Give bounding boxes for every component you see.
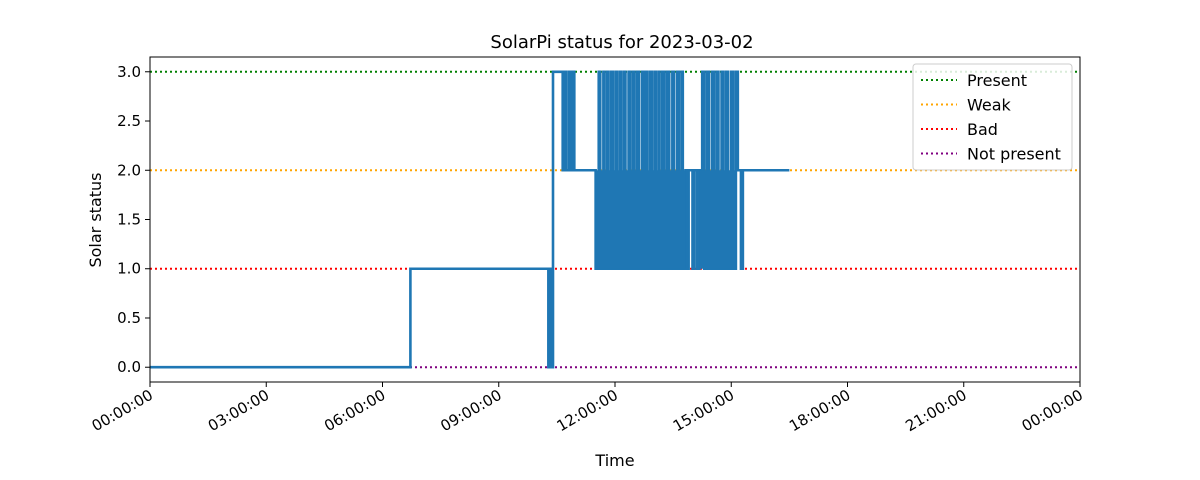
x-axis: 00:00:00 03:00:00 06:00:00 09:00:00 12:00:00… bbox=[89, 382, 1086, 435]
x-tick-label: 00:00:00 bbox=[1019, 386, 1086, 435]
y-axis: 0.0 0.5 1.0 1.5 2.0 2.5 3.0 bbox=[117, 63, 150, 376]
legend-label-present: Present bbox=[967, 71, 1027, 90]
dense-series-region-2 bbox=[699, 170, 736, 269]
y-tick-label: 0.0 bbox=[117, 358, 141, 376]
x-tick-label: 03:00:00 bbox=[205, 386, 272, 435]
x-tick-label: 06:00:00 bbox=[321, 386, 388, 435]
x-axis-label: Time bbox=[594, 451, 634, 470]
chart-title: SolarPi status for 2023-03-02 bbox=[490, 32, 753, 53]
legend-label-bad: Bad bbox=[967, 120, 998, 139]
y-tick-label: 1.0 bbox=[117, 260, 141, 278]
y-tick-label: 2.5 bbox=[117, 112, 141, 130]
series-line-0 bbox=[150, 70, 790, 369]
x-tick-label: 00:00:00 bbox=[89, 386, 156, 435]
x-tick-label: 12:00:00 bbox=[554, 386, 621, 435]
legend-label-not-present: Not present bbox=[967, 145, 1061, 164]
dense-series-region-1 bbox=[595, 170, 686, 269]
legend-box bbox=[912, 63, 1073, 171]
y-axis-label: Solar status bbox=[86, 172, 105, 267]
y-tick-label: 3.0 bbox=[117, 63, 141, 81]
x-tick-label: 18:00:00 bbox=[786, 386, 853, 435]
x-tick-label: 21:00:00 bbox=[902, 386, 969, 435]
y-tick-label: 0.5 bbox=[117, 309, 141, 327]
x-tick-label: 09:00:00 bbox=[437, 386, 504, 435]
legend-label-weak: Weak bbox=[967, 96, 1012, 115]
y-tick-label: 2.0 bbox=[117, 161, 141, 179]
series-group bbox=[150, 70, 790, 369]
y-tick-label: 1.5 bbox=[117, 211, 141, 229]
legend: Present Weak Bad Not present bbox=[912, 63, 1073, 171]
x-tick-label: 15:00:00 bbox=[670, 386, 737, 435]
